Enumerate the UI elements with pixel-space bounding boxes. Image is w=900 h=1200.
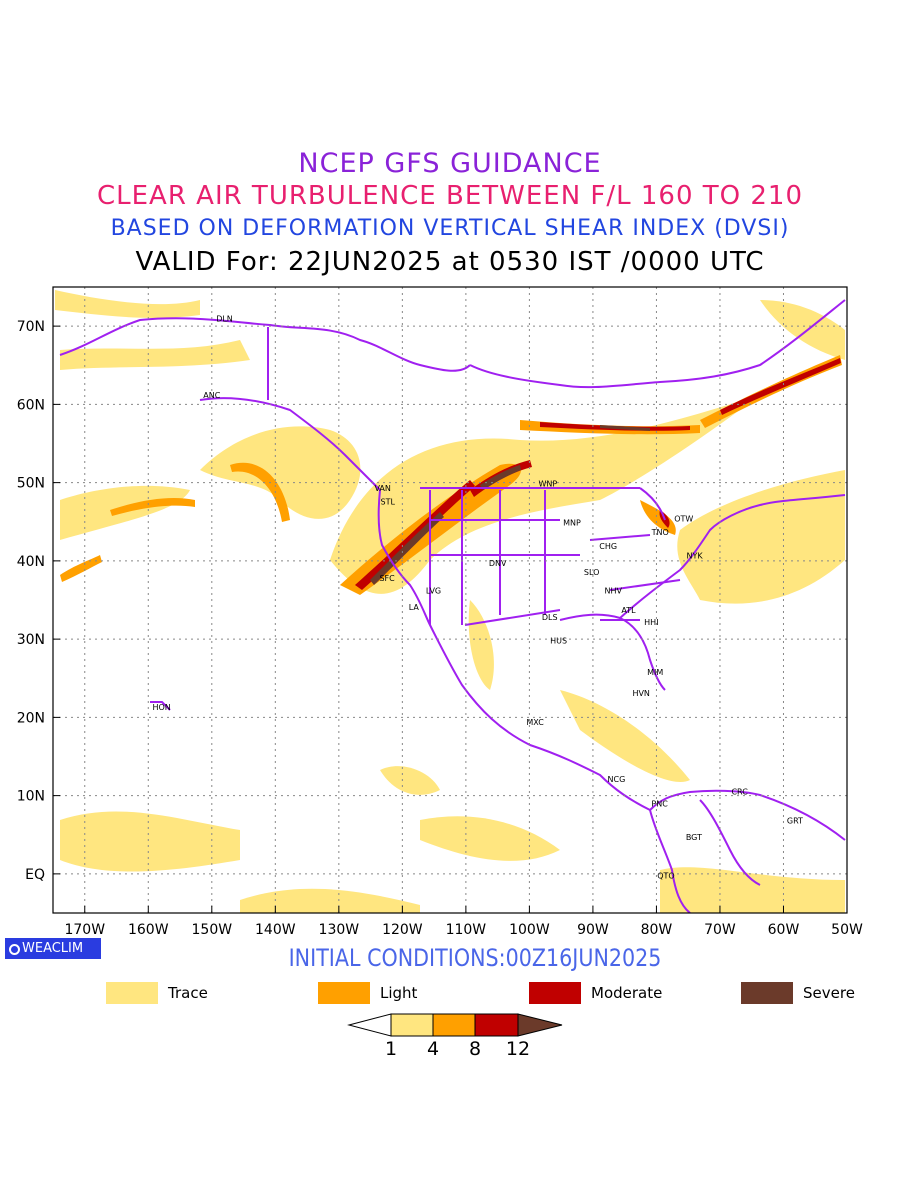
station-label-mnp: MNP bbox=[563, 519, 581, 528]
colorbar-label-4: 4 bbox=[426, 1038, 440, 1060]
lon-tick-label: 70W bbox=[704, 922, 736, 938]
legend-label-trace: Trace bbox=[168, 984, 208, 1002]
lon-tick-label: 140W bbox=[255, 922, 296, 938]
station-label-bgt: BGT bbox=[686, 833, 702, 842]
initial-conditions: INITIAL CONDITIONS:00Z16JUN2025 bbox=[288, 944, 662, 972]
lon-tick-label: 100W bbox=[509, 922, 550, 938]
station-label-dln: DLN bbox=[216, 314, 233, 323]
station-label-chg: CHG bbox=[599, 542, 617, 551]
lat-tick-label: 70N bbox=[17, 319, 45, 335]
station-label-crc: CRC bbox=[731, 788, 748, 797]
coastlines-and-borders bbox=[59, 299, 846, 913]
colorbar-over-arrow bbox=[517, 1013, 563, 1037]
lon-tick-label: 150W bbox=[192, 922, 233, 938]
colorbar-label-8: 8 bbox=[468, 1038, 482, 1060]
gridlines bbox=[53, 287, 847, 913]
lon-tick-label: 90W bbox=[577, 922, 609, 938]
colorbar-label-1: 1 bbox=[384, 1038, 398, 1060]
station-label-otw: OTW bbox=[674, 515, 693, 524]
station-label-ncg: NCG bbox=[608, 775, 626, 784]
station-label-la: LA bbox=[409, 603, 420, 612]
legend-label-moderate: Moderate bbox=[591, 984, 663, 1002]
legend-swatch-trace bbox=[106, 982, 158, 1004]
station-label-dnv: DNV bbox=[489, 559, 507, 568]
lon-tick-label: 130W bbox=[319, 922, 360, 938]
station-label-hus: HUS bbox=[550, 637, 567, 646]
station-labels: DLN ANC VAN STL WNP MNP OTW TNO CHG NYK DNV SFC SLO L… bbox=[152, 314, 803, 880]
station-label-hvn: HVN bbox=[632, 689, 649, 698]
lon-tick-label: 120W bbox=[382, 922, 423, 938]
station-label-grt: GRT bbox=[787, 817, 803, 826]
colorbar bbox=[347, 1013, 563, 1037]
station-label-mim: MIM bbox=[647, 668, 663, 677]
station-label-slo: SLO bbox=[584, 568, 600, 577]
station-label-atl: ATL bbox=[621, 606, 636, 615]
station-label-nhv: NHV bbox=[605, 587, 623, 596]
station-label-lvg: LVG bbox=[426, 587, 441, 596]
station-label-pnc: PNC bbox=[651, 799, 668, 808]
station-label-van: VAN bbox=[374, 484, 390, 493]
valid-time-line: VALID For: 22JUN2025 at 0530 IST /0000 U… bbox=[135, 247, 765, 277]
plot-frame bbox=[52, 286, 848, 914]
legend-label-severe: Severe bbox=[803, 984, 855, 1002]
station-label-hhi: HHI bbox=[644, 618, 658, 627]
title-line-1: NCEP GFS GUIDANCE bbox=[298, 148, 602, 179]
legend-swatch-light bbox=[318, 982, 370, 1004]
station-label-tno: TNO bbox=[651, 528, 669, 537]
title-line-3: BASED ON DEFORMATION VERTICAL SHEAR INDE… bbox=[110, 216, 790, 241]
lon-tick-label: 170W bbox=[64, 922, 105, 938]
legend-swatch-severe bbox=[741, 982, 793, 1004]
lon-tick-label: 110W bbox=[446, 922, 487, 938]
station-label-qto: QTO bbox=[657, 871, 674, 880]
lat-tick-label: 20N bbox=[17, 710, 45, 726]
station-label-wnp: WNP bbox=[538, 479, 557, 488]
station-label-anc: ANC bbox=[203, 391, 220, 400]
lon-tick-label: 50W bbox=[831, 922, 863, 938]
colorbar-segment-light bbox=[432, 1013, 476, 1037]
lat-tick-label: 60N bbox=[17, 397, 45, 413]
colorbar-under-arrow bbox=[347, 1013, 392, 1037]
logo-text: WEACLIM bbox=[22, 941, 84, 956]
title-line-2: CLEAR AIR TURBULENCE BETWEEN F/L 160 TO … bbox=[96, 181, 804, 211]
axis-ticks: 70N 60N 50N 40N 30N 20N 10N EQ 170W 160W 150W 140W 1… bbox=[17, 319, 863, 938]
lat-tick-label: EQ bbox=[25, 867, 45, 883]
lat-tick-label: 10N bbox=[17, 789, 45, 805]
lon-tick-label: 60W bbox=[768, 922, 800, 938]
turbulence-trace-areas bbox=[55, 290, 845, 913]
lon-tick-label: 160W bbox=[128, 922, 169, 938]
colorbar-label-12: 12 bbox=[505, 1038, 531, 1060]
station-label-dls: DLS bbox=[542, 613, 558, 622]
turbulence-severe-areas bbox=[370, 425, 650, 585]
station-label-mxc: MXC bbox=[526, 718, 544, 727]
station-label-sfc: SFC bbox=[379, 574, 395, 583]
legend-label-light: Light bbox=[380, 984, 418, 1002]
lon-tick-label: 80W bbox=[641, 922, 673, 938]
weaclim-logo: WEACLIM bbox=[5, 938, 101, 959]
station-label-hon: HON bbox=[152, 703, 170, 712]
lat-tick-label: 40N bbox=[17, 554, 45, 570]
colorbar-segment-trace bbox=[390, 1013, 434, 1037]
station-label-stl: STL bbox=[381, 497, 396, 506]
station-label-nyk: NYK bbox=[686, 551, 703, 560]
lat-tick-label: 50N bbox=[17, 476, 45, 492]
legend-swatch-moderate bbox=[529, 982, 581, 1004]
colorbar-segment-moderate bbox=[474, 1013, 519, 1037]
logo-ring-icon bbox=[9, 944, 20, 955]
lat-tick-label: 30N bbox=[17, 632, 45, 648]
